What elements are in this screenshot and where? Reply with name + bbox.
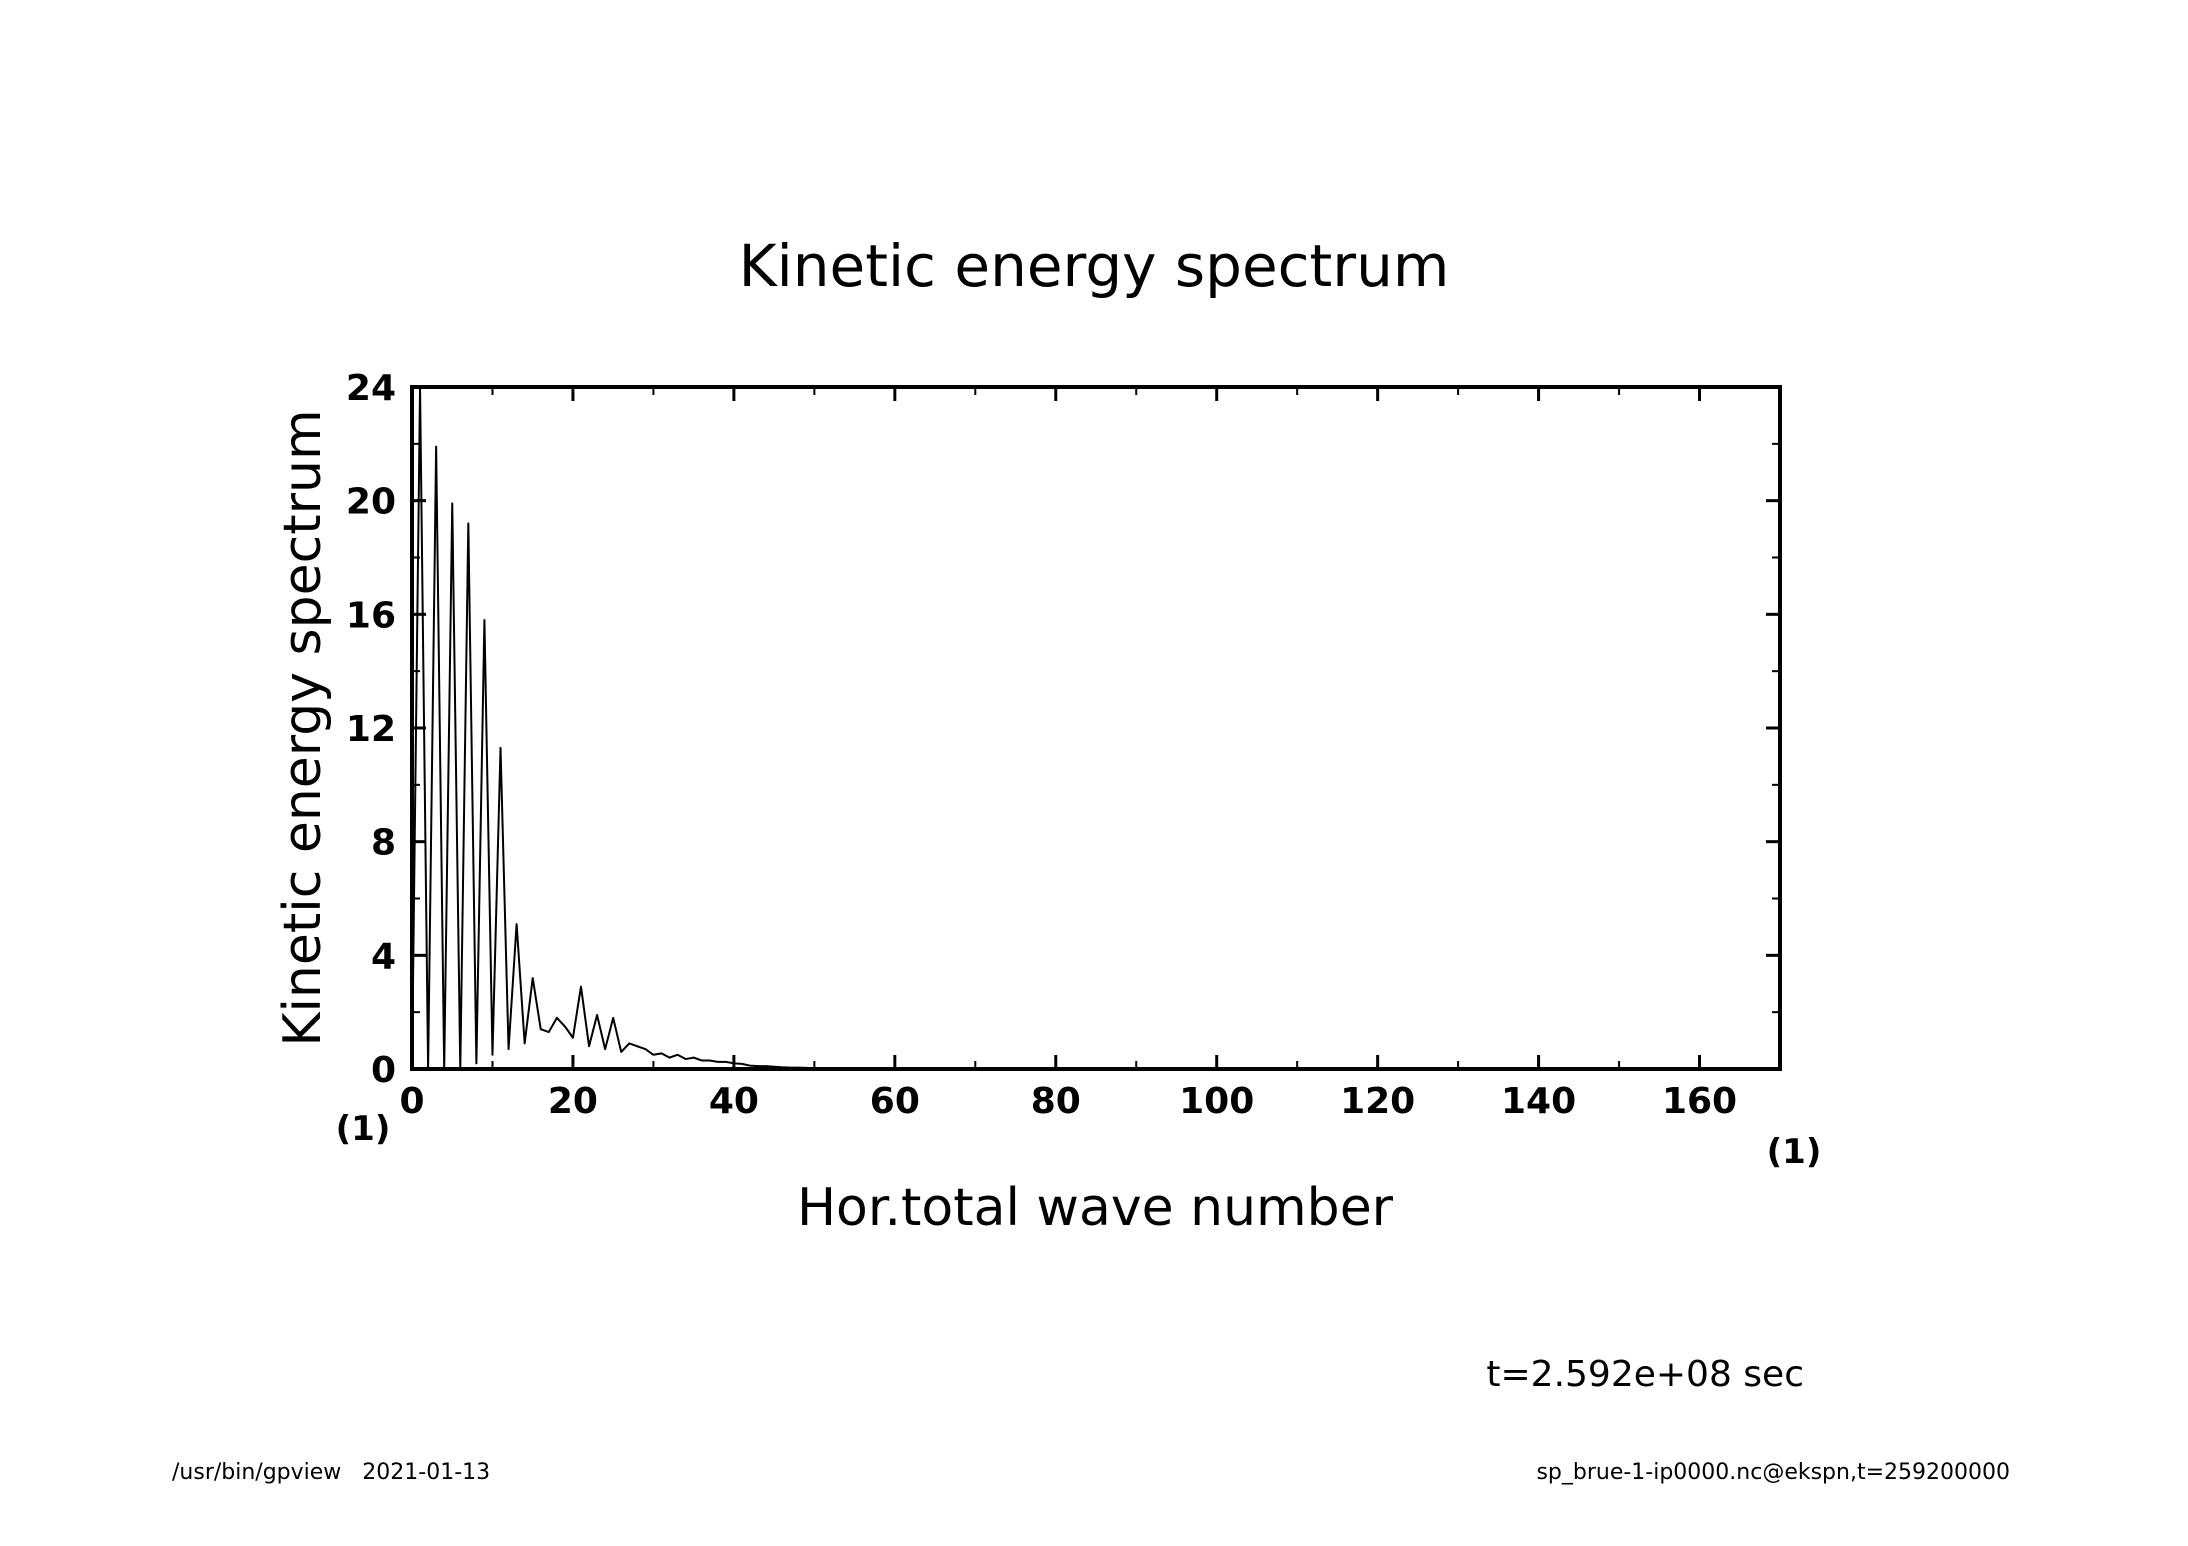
y-tick-label: 4 [371,936,396,977]
y-tick-label: 24 [346,368,396,409]
x-unit-label: (1) [1767,1132,1822,1172]
series-line [411,386,1780,1070]
y-tick-label: 20 [346,482,396,523]
y-tick-label: 12 [346,709,396,750]
x-axis-title: Hor.total wave number [797,1178,1394,1238]
chart-title: Kinetic energy spectrum [739,232,1450,300]
x-tick-label: 160 [1662,1081,1737,1122]
y-tick-label: 16 [346,595,396,636]
y-tick-label: 0 [371,1050,396,1091]
time-annotation: t=2.592e+08 sec [1486,1354,1804,1395]
footer-left: /usr/bin/gpview 2021-01-13 [172,1460,490,1485]
x-tick-label: 0 [399,1081,424,1122]
x-tick-label: 120 [1340,1081,1415,1122]
y-axis: 0 4 8 12 16 20 24 [346,368,1780,1091]
x-tick-label: 140 [1501,1081,1576,1122]
plot-frame [410,385,1782,1071]
y-axis-title: Kinetic energy spectrum [273,409,333,1046]
x-tick-label: 80 [1031,1081,1081,1122]
series-group [411,386,1780,1070]
y-unit-label: (1) [336,1109,391,1149]
y-tick-label: 8 [371,823,396,864]
x-tick-label: 100 [1179,1081,1254,1122]
x-axis: 0 20 40 60 80 100 120 140 160 [399,387,1737,1122]
x-tick-label: 40 [709,1081,759,1122]
footer-right: sp_brue-1-ip0000.nc@ekspn,t=259200000 [1536,1460,2010,1485]
x-tick-label: 60 [870,1081,920,1122]
x-tick-label: 20 [548,1081,598,1122]
